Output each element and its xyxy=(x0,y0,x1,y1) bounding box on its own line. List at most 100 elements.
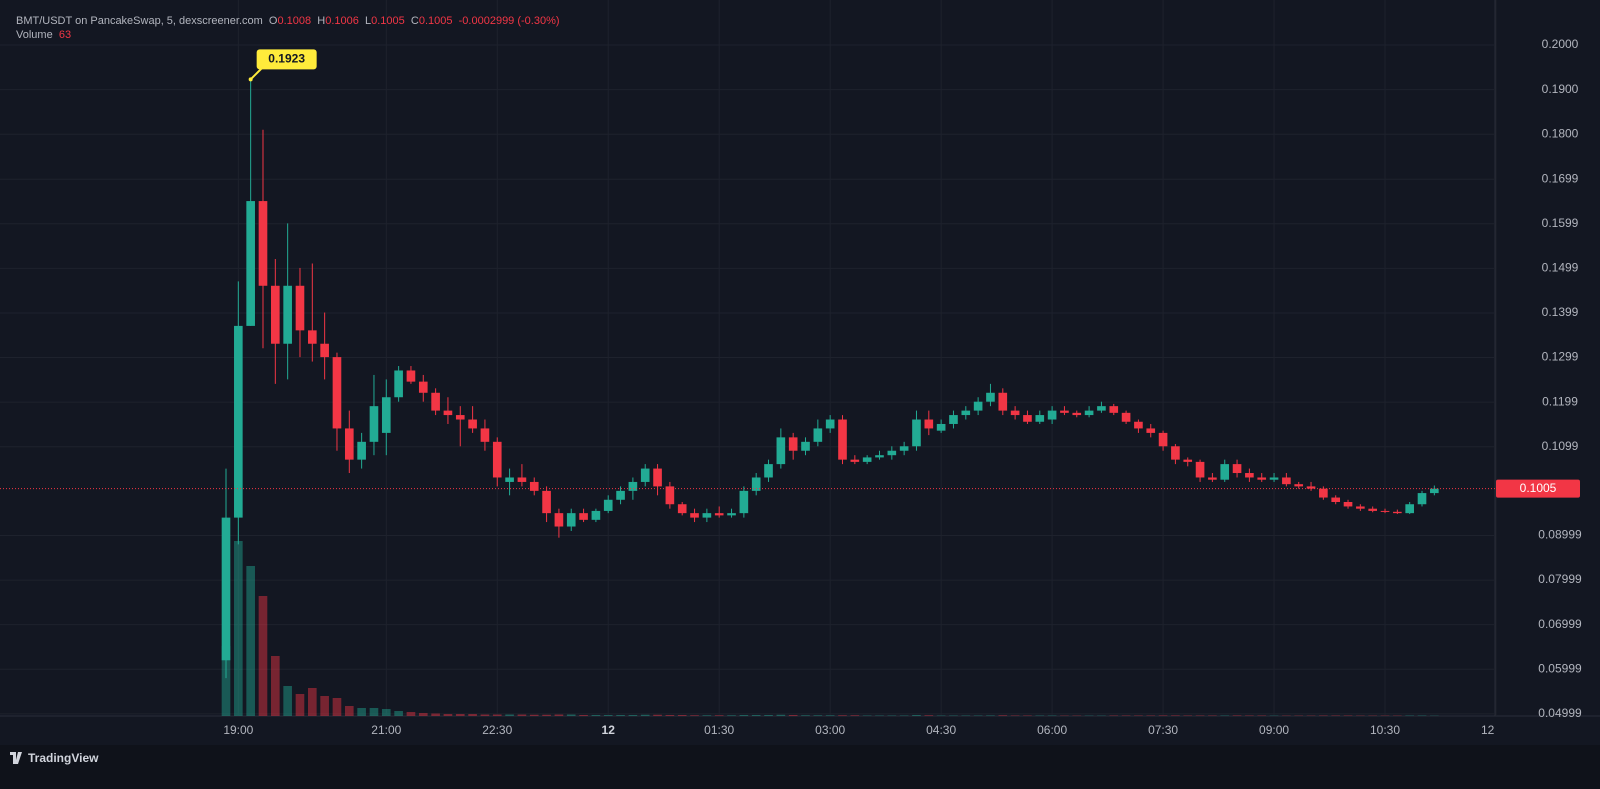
volume-bar xyxy=(1232,715,1242,716)
x-axis: 19:00 21:00 22:30 12 01:30 03:00 04:30 06:00 07:… xyxy=(223,723,1494,737)
volume-bar xyxy=(394,711,403,716)
volume-bar xyxy=(480,714,490,716)
candle-body xyxy=(258,201,268,286)
volume-bar xyxy=(1195,715,1205,716)
volume-bar xyxy=(1417,715,1427,716)
candle-body xyxy=(616,490,625,500)
volume-bar xyxy=(566,714,576,716)
candle-body xyxy=(344,428,354,460)
candle-body xyxy=(1060,410,1069,413)
volume-bar xyxy=(1405,715,1414,716)
volume-bar xyxy=(1183,715,1193,716)
candle-body xyxy=(1183,459,1193,462)
volume-bar xyxy=(628,715,638,716)
volume-bar xyxy=(875,715,884,716)
candle-body xyxy=(887,450,897,456)
x-tick-label: 03:00 xyxy=(815,723,845,737)
volume-bar xyxy=(1158,715,1168,716)
last-price-label: 0.1005 xyxy=(1520,481,1557,495)
candle-body xyxy=(1121,412,1131,422)
volume-bar xyxy=(714,715,724,716)
candle-body xyxy=(1331,497,1341,503)
candle-body xyxy=(591,510,601,520)
volume-bar xyxy=(690,715,699,716)
callout-label: 0.1923 xyxy=(268,52,305,66)
volume-bar xyxy=(1035,715,1045,716)
candle-body xyxy=(406,370,416,382)
candle-body xyxy=(899,446,909,451)
candle-body xyxy=(221,517,231,661)
volume-pane xyxy=(221,541,1439,716)
candle-body xyxy=(751,477,761,491)
volume-bar xyxy=(1047,715,1057,716)
volume-bar xyxy=(492,714,502,716)
candle-body xyxy=(961,410,971,416)
logo-icon xyxy=(10,752,22,764)
volume-bar xyxy=(307,688,317,716)
volume-bar xyxy=(591,715,601,716)
c-label: C xyxy=(410,15,419,27)
candle-body xyxy=(603,499,613,511)
x-tick-label: 01:30 xyxy=(704,723,734,737)
candle-body xyxy=(862,457,872,462)
x-tick-label: 21:00 xyxy=(371,723,401,737)
candle-body xyxy=(801,441,810,451)
volume-bar xyxy=(221,646,231,716)
candle-body xyxy=(739,490,749,514)
y-tick-label: 0.1099 xyxy=(1542,439,1579,453)
volume-bar xyxy=(1319,715,1328,716)
candle-body xyxy=(566,513,576,527)
candle-body xyxy=(850,459,860,462)
volume-bar xyxy=(1257,715,1267,716)
volume-bar xyxy=(640,714,650,716)
volume-bar xyxy=(727,715,736,716)
change-value: -0.0002999 (-0.30%) xyxy=(458,15,560,27)
y-tick-label: 0.04999 xyxy=(1538,706,1582,720)
footer-bar xyxy=(0,745,1600,789)
volume-bar xyxy=(665,715,675,716)
volume-bar xyxy=(1171,715,1180,716)
candle-body xyxy=(455,415,465,420)
candle-body xyxy=(1195,461,1205,478)
candle-body xyxy=(776,437,786,465)
volume-bar xyxy=(443,714,453,716)
candle-body xyxy=(1232,464,1242,474)
volume-bar xyxy=(961,715,971,716)
candle-body xyxy=(468,419,477,429)
x-tick-label: 07:30 xyxy=(1148,723,1178,737)
volume-bar xyxy=(271,656,280,716)
candle-body xyxy=(1319,488,1328,498)
volume-bar xyxy=(702,715,712,716)
candle-body xyxy=(714,513,724,516)
volume-bar xyxy=(973,715,983,716)
volume-bar xyxy=(246,566,255,716)
y-tick-label: 0.2000 xyxy=(1542,37,1579,51)
candle-body xyxy=(1047,410,1057,420)
candle-body xyxy=(677,504,687,514)
volume-bar xyxy=(332,698,342,716)
candle-body xyxy=(1010,410,1020,416)
volume-bar xyxy=(357,708,366,716)
candle-body xyxy=(825,419,835,429)
y-tick-label: 0.1800 xyxy=(1542,126,1579,140)
candle-body xyxy=(875,455,884,458)
candle-body xyxy=(702,513,712,518)
volume-bar xyxy=(998,715,1008,716)
y-tick-label: 0.1599 xyxy=(1542,216,1579,230)
volume-bar xyxy=(344,706,354,716)
candle-body xyxy=(727,513,736,516)
candle-body xyxy=(357,441,366,460)
volume-bar xyxy=(1010,715,1020,716)
x-tick-label: 10:30 xyxy=(1370,723,1400,737)
candle-body xyxy=(690,513,699,518)
candle-body xyxy=(764,464,773,478)
candle-body xyxy=(1109,406,1119,413)
volume-bar xyxy=(1134,715,1143,716)
candle-body xyxy=(1269,477,1279,480)
x-tick-label: 06:00 xyxy=(1037,723,1067,737)
volume-bar xyxy=(788,715,798,716)
volume-bar xyxy=(751,715,761,716)
y-tick-label: 0.1900 xyxy=(1542,82,1579,96)
candle-body xyxy=(924,419,934,429)
